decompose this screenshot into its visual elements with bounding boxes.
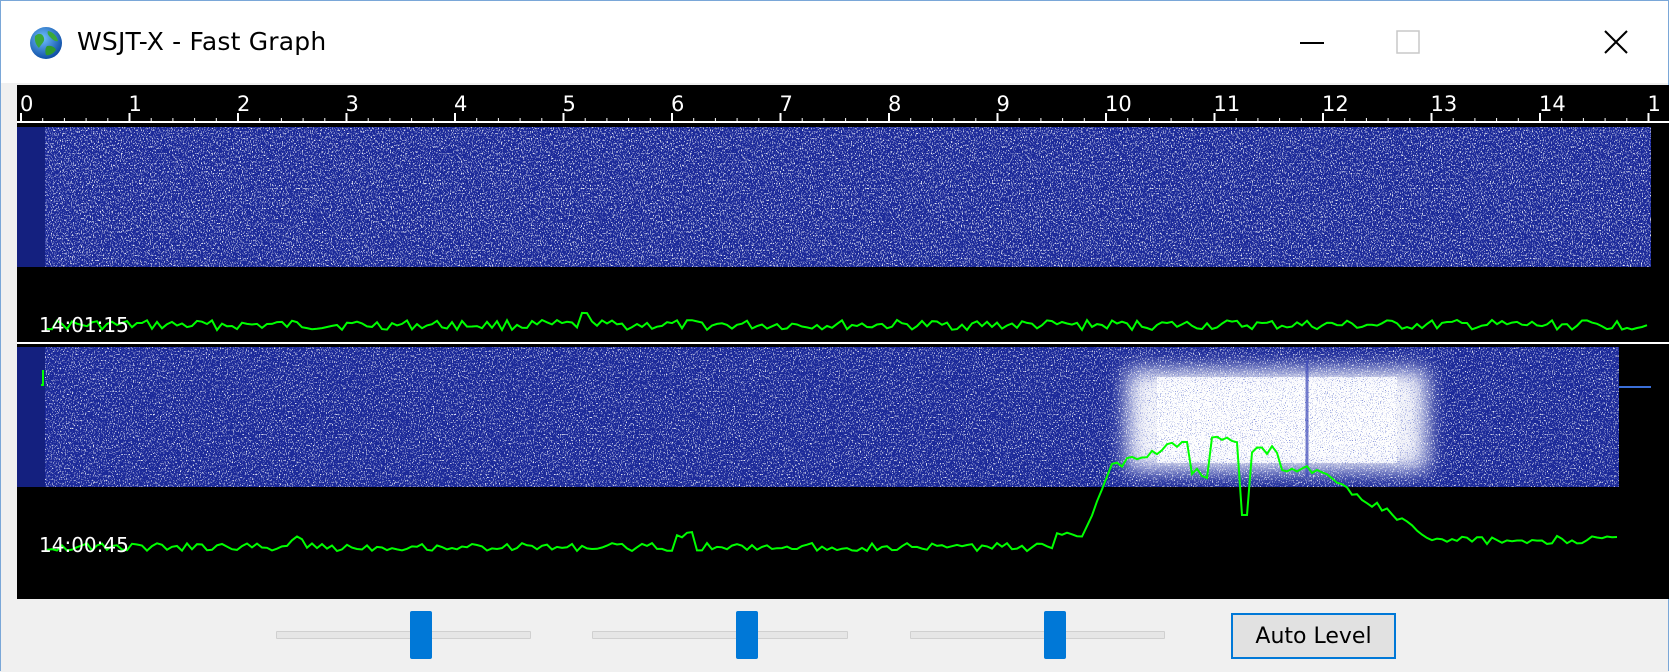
auto-level-button[interactable]: Auto Level: [1231, 613, 1396, 659]
waterfall-canvas: 0 1 2 3 4 5 6 7 8 9 10 11 12 13 14 1: [17, 85, 1669, 553]
axis-tick-label: 2: [237, 92, 250, 116]
row-1-timestamp: 14:01:15: [39, 313, 129, 337]
gain-slider[interactable]: [276, 601, 531, 659]
power-trace-row-2: [46, 435, 1618, 553]
axis-tick-label: 14: [1539, 92, 1566, 116]
close-button[interactable]: [1564, 1, 1668, 83]
slider-track: [276, 631, 531, 639]
row-2-timestamp: 14:00:45: [39, 533, 129, 557]
slider-track: [910, 631, 1165, 639]
slider-thumb[interactable]: [1044, 611, 1066, 659]
range-slider[interactable]: [910, 601, 1165, 659]
axis-tick-label: 1: [1648, 92, 1661, 116]
control-panel: Auto Level: [1, 601, 1668, 672]
time-axis: 0 1 2 3 4 5 6 7 8 9 10 11 12 13 14 1: [20, 92, 1661, 122]
globe-icon: [30, 27, 62, 59]
slider-thumb[interactable]: [410, 611, 432, 659]
axis-tick-label: 5: [563, 92, 576, 116]
axis-tick-label: 6: [671, 92, 684, 116]
window-title: WSJT-X - Fast Graph: [77, 27, 327, 56]
axis-tick-label: 3: [346, 92, 359, 116]
axis-tick-label: 13: [1431, 92, 1458, 116]
axis-tick-label: 7: [780, 92, 793, 116]
axis-tick-label: 11: [1214, 92, 1241, 116]
axis-tick-label: 8: [888, 92, 901, 116]
minimize-icon: [1300, 42, 1324, 44]
signal-burst: [1127, 360, 1427, 477]
zero-slider[interactable]: [592, 601, 848, 659]
maximize-icon: [1396, 30, 1420, 54]
close-icon: [1604, 30, 1628, 54]
axis-tick-label: 1: [129, 92, 142, 116]
fast-graph-display[interactable]: 0 1 2 3 4 5 6 7 8 9 10 11 12 13 14 1 14: [17, 85, 1669, 599]
power-trace-row-1: [46, 311, 1648, 332]
trace-start-marker: [41, 370, 44, 386]
axis-tick-label: 9: [997, 92, 1010, 116]
slider-track: [592, 631, 848, 639]
slider-thumb[interactable]: [736, 611, 758, 659]
axis-tick-label: 4: [454, 92, 467, 116]
minimize-button[interactable]: [1264, 1, 1360, 83]
maximize-button[interactable]: [1360, 1, 1456, 83]
axis-tick-label: 12: [1322, 92, 1349, 116]
title-bar[interactable]: WSJT-X - Fast Graph: [1, 1, 1668, 83]
axis-tick-label: 0: [20, 92, 33, 116]
axis-tick-label: 10: [1105, 92, 1132, 116]
